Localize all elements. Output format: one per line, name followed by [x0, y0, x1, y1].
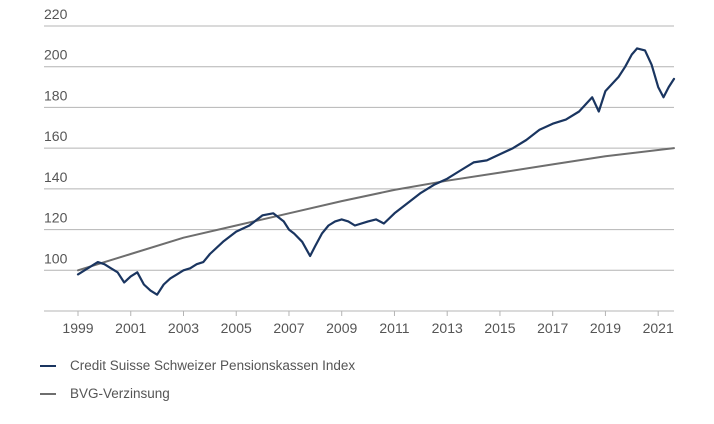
- x-tick-label-2007: 2007: [273, 320, 304, 336]
- x-tick-label-1999: 1999: [62, 320, 93, 336]
- y-tick-label-160: 160: [44, 128, 68, 144]
- legend-item-bvg-verzinsung: BVG-Verzinsung: [40, 386, 170, 401]
- series-lines: [76, 47, 676, 296]
- series-line-pensionskassen-index: [76, 47, 676, 296]
- legend-label-bvg-verzinsung: BVG-Verzinsung: [70, 386, 170, 401]
- chart-plot-area: 100 120 140 160 180 200 220 1999 2001 2003 2005 20…: [44, 6, 676, 336]
- y-axis-ticks: 100 120 140 160 180 200 220: [44, 6, 68, 266]
- x-tick-label-2013: 2013: [432, 320, 463, 336]
- legend-label-pensionskassen-index: Credit Suisse Schweizer Pensionskassen I…: [70, 358, 356, 373]
- y-tick-label-200: 200: [44, 47, 68, 63]
- x-tick-label-2003: 2003: [168, 320, 199, 336]
- y-tick-label-120: 120: [44, 210, 68, 226]
- x-tick-label-2011: 2011: [379, 320, 409, 336]
- x-tick-label-2015: 2015: [484, 320, 515, 336]
- x-axis-ticks: 1999 2001 2003 2005 2007 2009 2011 2013 2015 2017…: [62, 311, 674, 336]
- y-tick-label-140: 140: [44, 169, 68, 185]
- x-tick-label-2017: 2017: [537, 320, 568, 336]
- x-tick-label-2009: 2009: [326, 320, 357, 336]
- grid-lines: [44, 25, 674, 312]
- x-tick-label-2019: 2019: [590, 320, 621, 336]
- x-tick-label-2021: 2021: [643, 320, 674, 336]
- legend-swatch-pensionskassen-index: [40, 364, 56, 367]
- y-tick-label-100: 100: [44, 250, 68, 266]
- legend-item-pensionskassen-index: Credit Suisse Schweizer Pensionskassen I…: [40, 358, 355, 373]
- legend-swatch-bvg-verzinsung: [40, 392, 56, 395]
- x-tick-label-2005: 2005: [221, 320, 252, 336]
- y-tick-label-220: 220: [44, 6, 68, 22]
- x-tick-label-2001: 2001: [115, 320, 146, 336]
- series-line-bvg-verzinsung: [77, 147, 675, 272]
- y-tick-label-180: 180: [44, 87, 68, 103]
